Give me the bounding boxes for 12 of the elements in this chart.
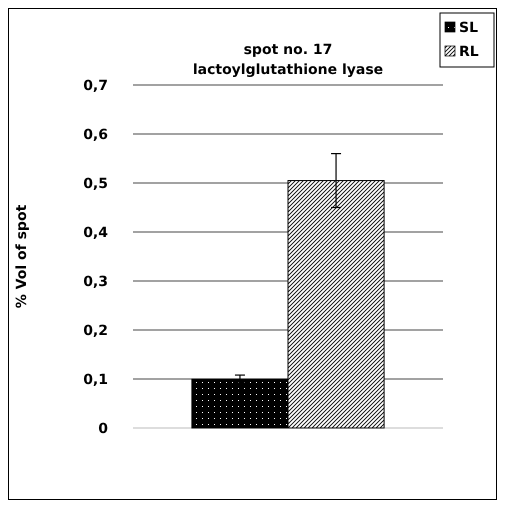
legend-label: RL (459, 44, 479, 60)
y-tick-label: 0,6 (83, 127, 108, 143)
y-tick-label: 0 (98, 421, 108, 437)
y-tick-label: 0,4 (83, 225, 108, 241)
y-axis-title: % Vol of spot (14, 204, 30, 308)
legend-label: SL (459, 20, 478, 36)
y-tick-label: 0,1 (83, 372, 108, 388)
chart-title: spot no. 17 lactoylglutathione lyase (192, 42, 384, 78)
y-tick-label: 0,2 (83, 323, 108, 339)
y-tick-label: 0,3 (83, 274, 108, 290)
y-tick-label: 0,5 (83, 176, 108, 192)
y-tick-label: 0,7 (83, 78, 108, 94)
